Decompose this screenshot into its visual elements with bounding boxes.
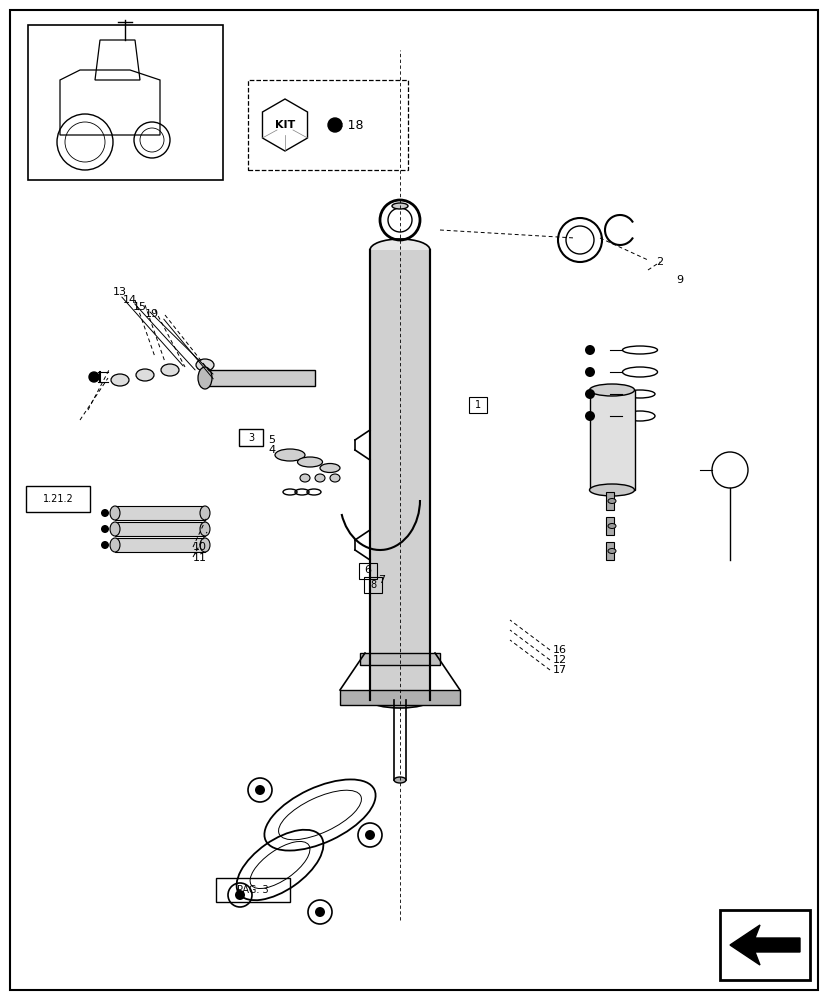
Ellipse shape [319, 464, 340, 473]
Ellipse shape [607, 548, 615, 554]
Text: 10: 10 [193, 542, 207, 552]
Polygon shape [729, 925, 799, 965]
Text: 8: 8 [370, 580, 375, 590]
Text: 6: 6 [364, 565, 371, 575]
Bar [248, 80, 408, 170]
Text: PAG. 3: PAG. 3 [237, 885, 269, 895]
Bar [115, 506, 205, 520]
Text: = 18: = 18 [332, 119, 363, 132]
Ellipse shape [299, 474, 309, 482]
Bar [590, 390, 634, 490]
Text: 9: 9 [676, 275, 683, 285]
Bar [340, 690, 460, 705]
Ellipse shape [589, 384, 633, 396]
Bar [370, 250, 429, 700]
Circle shape [327, 118, 342, 132]
Ellipse shape [110, 538, 120, 552]
Bar [605, 492, 614, 510]
Ellipse shape [394, 777, 405, 783]
Bar [360, 653, 439, 665]
Bar [28, 25, 222, 180]
Ellipse shape [111, 374, 129, 386]
Text: 3: 3 [247, 433, 254, 443]
Ellipse shape [200, 506, 210, 520]
Bar [605, 517, 614, 535]
Text: 1: 1 [475, 400, 480, 410]
Text: 7: 7 [378, 575, 385, 585]
Ellipse shape [607, 498, 615, 504]
Circle shape [585, 367, 595, 377]
Circle shape [314, 907, 325, 917]
Bar [115, 538, 205, 552]
Circle shape [585, 411, 595, 421]
Ellipse shape [297, 457, 322, 467]
Ellipse shape [370, 692, 429, 708]
Ellipse shape [110, 506, 120, 520]
Text: 5: 5 [268, 435, 275, 445]
Text: KIT: KIT [275, 120, 294, 130]
Text: 4: 4 [268, 445, 275, 455]
Bar [605, 542, 614, 560]
Circle shape [585, 389, 595, 399]
Bar [719, 910, 809, 980]
Text: 15: 15 [133, 302, 147, 312]
Ellipse shape [196, 359, 213, 371]
Text: 17: 17 [552, 665, 566, 675]
Text: 19: 19 [145, 309, 159, 319]
Text: 2: 2 [656, 257, 662, 267]
Text: 14: 14 [122, 295, 137, 305]
Circle shape [235, 890, 245, 900]
Ellipse shape [314, 474, 325, 482]
Ellipse shape [607, 524, 615, 528]
Text: 1.21.2: 1.21.2 [42, 494, 74, 504]
Ellipse shape [391, 203, 408, 209]
Circle shape [101, 525, 109, 533]
Text: 16: 16 [552, 645, 566, 655]
Ellipse shape [110, 522, 120, 536]
Ellipse shape [160, 364, 179, 376]
Ellipse shape [589, 484, 633, 496]
Ellipse shape [330, 474, 340, 482]
Text: 11: 11 [193, 553, 207, 563]
Ellipse shape [370, 239, 429, 261]
Circle shape [101, 541, 109, 549]
Ellipse shape [275, 449, 304, 461]
Circle shape [365, 830, 375, 840]
Circle shape [88, 372, 99, 382]
Ellipse shape [200, 538, 210, 552]
Text: 13: 13 [112, 287, 127, 297]
Ellipse shape [200, 522, 210, 536]
Bar [115, 522, 205, 536]
Text: 12: 12 [552, 655, 566, 665]
Circle shape [255, 785, 265, 795]
Circle shape [101, 509, 109, 517]
Ellipse shape [198, 367, 212, 389]
Ellipse shape [136, 369, 154, 381]
Bar [205, 370, 314, 386]
Circle shape [585, 345, 595, 355]
